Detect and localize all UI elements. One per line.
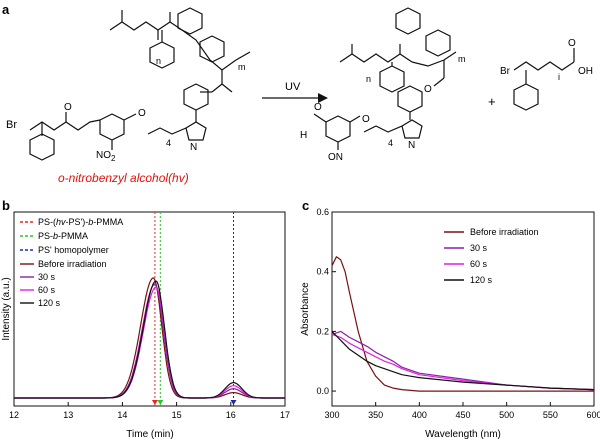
- sub-i-acid: i: [558, 72, 560, 82]
- chart-b-series: [14, 277, 285, 399]
- chart-c-xtick-label: 350: [368, 410, 383, 420]
- atom-o-aldehyde: O: [314, 102, 322, 113]
- marker-legend-label-2: PS-b-PMMA: [38, 231, 88, 241]
- chart-b-marker-arrow: [230, 400, 237, 405]
- chart-b-frame: [13, 211, 286, 407]
- chart-b-marker-legend: PS-(hv-PS')-b-PMMA PS-b-PMMA PS' homopol…: [20, 217, 123, 255]
- chart-c: c 300 350 400 450 500 550 600 0.0 0.2 0.4 0.6 Befo…: [300, 198, 600, 440]
- sub-n-left: n: [156, 56, 161, 66]
- chart-c-series-line: [331, 330, 595, 391]
- marker-legend-label-1: PS-(hv-PS')-b-PMMA: [38, 217, 123, 227]
- chart-b-xtick-label: 13: [63, 410, 73, 420]
- atom-br-left: Br: [6, 119, 17, 131]
- uv-label: UV: [285, 81, 301, 93]
- chart-b-marker-arrow: [157, 400, 164, 405]
- chart-c-ytick-label: 0.2: [316, 326, 329, 336]
- chart-c-xtick-label: 600: [586, 410, 600, 420]
- chart-c-ytick-label: 0.4: [316, 267, 329, 277]
- atom-n-triazole: N: [190, 142, 197, 153]
- chart-c-axes: 300 350 400 450 500 550 600 0.0 0.2 0.4 0.6: [316, 207, 600, 420]
- chart-b-xtick-label: 15: [172, 410, 182, 420]
- chart-c-series: [331, 256, 595, 392]
- atom-o-acid: O: [568, 38, 576, 49]
- chart-b-series-line: [14, 280, 285, 399]
- chart-c-xtick-label: 400: [412, 410, 427, 420]
- sub-m-left: m: [238, 62, 246, 72]
- atom-h-aldehyde: H: [300, 130, 307, 141]
- marker-legend-label-3: PS' homopolymer: [38, 245, 109, 255]
- chart-b-legend: Before irradiation 30 s 60 s 120 s: [20, 259, 107, 308]
- chart-c-legend-label: Before irradiation: [470, 227, 539, 237]
- panel-label-b: b: [2, 198, 10, 213]
- chart-c-legend: Before irradiation 30 s 60 s 120 s: [444, 227, 539, 285]
- atom-o-ester-right: O: [424, 84, 432, 95]
- chart-c-legend-label: 60 s: [470, 259, 488, 269]
- chart-b: b 12 13 14 15 16 17 Before irradiation 30 s 60 …: [1, 198, 290, 440]
- chart-b-xtick-label: 12: [9, 410, 19, 420]
- chart-c-series-line: [331, 333, 595, 391]
- panel-label-c: c: [302, 198, 309, 213]
- chart-b-marker-arrow: [151, 400, 158, 405]
- reagent-caption: o-nitrobenzyl alcohol(hv): [58, 171, 189, 185]
- product-structure: [313, 7, 575, 150]
- chart-b-legend-label: 120 s: [38, 298, 61, 308]
- sub-m-right: m: [458, 54, 466, 64]
- sub-n-right: n: [366, 74, 371, 84]
- chart-c-ylabel: Absorbance: [300, 282, 311, 336]
- chart-c-series-line: [331, 256, 594, 392]
- atom-o-ester: O: [64, 102, 72, 113]
- atom-o-ether: O: [138, 108, 146, 119]
- chart-b-markers: [151, 212, 237, 406]
- chart-c-xtick-label: 550: [543, 410, 558, 420]
- chart-b-legend-label: Before irradiation: [38, 259, 107, 269]
- atom-ono: ON: [328, 152, 343, 163]
- reaction-scheme: a Br O O NO2: [2, 2, 593, 185]
- chart-c-frame: [331, 211, 595, 407]
- plus-sign: +: [488, 94, 496, 109]
- chart-c-legend-label: 30 s: [470, 243, 488, 253]
- chart-b-xtick-label: 16: [226, 410, 236, 420]
- chart-c-xtick-label: 300: [324, 410, 339, 420]
- sub-4-right: 4: [388, 138, 393, 148]
- atom-br-right: Br: [500, 66, 511, 77]
- sub-4-left: 4: [166, 138, 171, 148]
- chart-b-legend-label: 30 s: [38, 272, 56, 282]
- chart-c-xtick-label: 450: [455, 410, 470, 420]
- reactant-structure: [29, 7, 251, 161]
- atom-no2: NO2: [96, 150, 116, 163]
- atom-o-ether-right: O: [362, 114, 370, 125]
- chart-b-xtick-label: 14: [117, 410, 127, 420]
- chart-c-ytick-label: 0.0: [316, 386, 329, 396]
- chart-b-legend-label: 60 s: [38, 285, 56, 295]
- chart-b-x-axis: 12 13 14 15 16 17: [9, 402, 290, 420]
- chart-b-ylabel: Intensity (a.u.): [1, 277, 12, 340]
- chart-c-ytick-label: 0.6: [316, 207, 329, 217]
- atom-n-triazole-right: N: [408, 140, 415, 151]
- panel-label-a: a: [2, 2, 10, 17]
- chart-b-xlabel: Time (min): [126, 429, 173, 440]
- chart-c-legend-label: 120 s: [470, 275, 493, 285]
- chart-c-xlabel: Wavelength (nm): [425, 429, 501, 440]
- uv-arrow: [262, 93, 328, 103]
- atom-oh-acid: OH: [578, 66, 593, 77]
- chart-b-xtick-label: 17: [280, 410, 290, 420]
- chart-c-xtick-label: 500: [499, 410, 514, 420]
